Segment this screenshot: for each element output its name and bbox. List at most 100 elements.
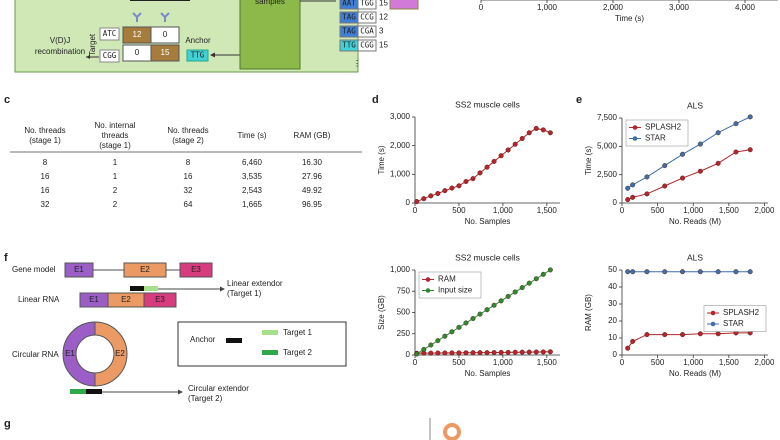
point [662,269,668,275]
seq-box [99,27,120,41]
y-tick-label: 1,000 [390,265,411,274]
matrix-cell [150,26,180,44]
seq: CCG [360,13,374,22]
x-tick-label: 0 [620,206,625,215]
arrowhead [178,389,183,395]
point [715,331,721,337]
point [540,349,546,355]
anchor-bar [86,389,102,394]
point [526,280,532,286]
point [491,350,497,356]
point [644,269,650,275]
point [547,267,553,273]
point [484,307,490,313]
legend-label: Anchor [190,335,216,344]
seq-count: 15 [379,41,388,50]
y-tick-label: 20 [608,316,617,325]
legend-marker [710,310,716,316]
ring-e2 [94,321,128,387]
x-tick-label: 1,000 [493,206,514,215]
anchor-bar [130,286,144,291]
point [449,185,455,191]
legend-swatch [262,350,278,355]
table-cell: 49.92 [302,186,323,195]
table-header: (stage 1) [99,141,131,150]
x-tick-label: 500 [651,358,665,367]
point [547,349,553,355]
x-tick-label: 0 [620,358,625,367]
table-cell: 1 [113,172,118,181]
point [644,332,650,338]
arrowhead [220,286,225,292]
point [491,302,497,308]
x-axis-label: No. Reads (M) [669,369,721,378]
matrix-value: 0 [135,48,140,57]
point [442,188,448,194]
legend-box [703,305,767,332]
table-cell: 1,665 [242,200,263,209]
x-axis-label: Time (s) [615,14,644,23]
ring-e1 [62,321,96,387]
point [733,269,739,275]
table-cell: 8 [186,158,191,167]
point [463,178,469,184]
extendor-label: Circular extendor [188,384,249,393]
point [697,168,703,174]
point [428,193,434,199]
x-tick-label: 2,000 [754,358,775,367]
legend-box [625,119,689,147]
more: ⋮ [353,59,361,68]
x-tick-label: 1,000 [683,358,704,367]
point [625,197,631,203]
point [505,293,511,299]
table-cell: 96.95 [302,200,323,209]
matrix-cell [150,44,180,62]
point [680,269,686,275]
point [625,269,631,275]
y-tick-label: 30 [608,299,617,308]
y-tick-label: 0 [406,198,411,207]
table-cell: 2 [113,200,118,209]
seq: TTG [342,41,356,50]
legend-label: STAR [645,134,666,143]
legend-swatch [226,338,242,343]
point [680,175,686,181]
target1-bar [144,286,158,291]
point [625,345,631,351]
series-line [416,127,551,203]
legend-label: SPLASH2 [723,308,760,317]
point [540,127,546,133]
recombination: V(D)J [50,36,70,45]
chart: 0 500 1,000 1,500 No. Samples SS2 muscle cell… [377,252,560,378]
table-header: (stage 2) [172,136,204,145]
table-cell: 6,460 [242,158,263,167]
legend-label: Input size [438,286,473,295]
y-tick-label: 2,500 [597,170,618,179]
circular-rna-label: Circular RNA [12,350,59,359]
x-tick-label: 500 [452,358,466,367]
panel-label: g [4,418,11,430]
x-tick-label: 1,500 [719,206,740,215]
y-tick-label: 250 [397,329,411,338]
table-header: threads [102,131,129,140]
y-tick-label: 1,000 [390,169,411,178]
sample-square [389,0,419,10]
chart: 0 500 1,000 1,500 2,000 No. Reads (M) ALS 0 10 20… [584,252,775,378]
chart-title: ALS [687,100,703,110]
samples-box [239,0,301,70]
exon-label: E2 [140,265,150,274]
point [428,350,434,356]
point [498,298,504,304]
x-axis-label: No. Reads (M) [669,217,721,226]
exon-label: E1 [74,265,84,274]
point [505,147,511,153]
point [519,135,525,141]
point [680,151,686,157]
point [442,350,448,356]
table-cell: 16.30 [302,158,323,167]
point [505,349,511,355]
anchor-seq: TTG [191,51,205,60]
x-axis-label: No. Samples [465,369,511,378]
point [630,194,636,200]
extendor-label: (Target 1) [227,289,262,298]
